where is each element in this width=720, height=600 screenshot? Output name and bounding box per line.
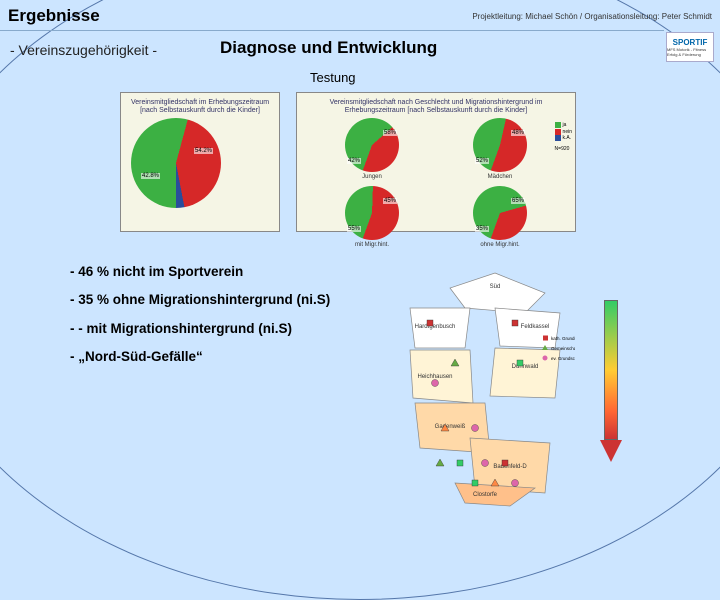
pct-yes: 54.2% [194, 148, 213, 154]
svg-text:Feldkassel: Feldkassel [521, 324, 550, 330]
svg-text:Dünnwald: Dünnwald [512, 364, 539, 370]
svg-text:Gadenweiß: Gadenweiß [435, 424, 466, 430]
logo: SPORTIF MFS Motorik - Fitness Erfolg & F… [666, 32, 714, 62]
chart-membership: Vereinsmitgliedschaft im Erhebungszeitra… [120, 92, 280, 232]
svg-text:Badenfeld-D: Badenfeld-D [493, 464, 527, 470]
pie-cell: 45%55%mit Migr.hint. [311, 186, 433, 248]
section-label: Testung [310, 70, 356, 85]
pie-cell: 65%35%ohne Migr.hint. [439, 186, 561, 248]
bullet-1: - 35 % ohne Migrationshintergrund (ni.S) [70, 286, 330, 314]
pie-cell: 48%52%Mädchen [439, 118, 561, 180]
chart-by-group: Vereinsmitgliedschaft nach Geschlecht un… [296, 92, 576, 232]
subtitle-left: - Vereinszugehörigkeit - [10, 42, 157, 58]
credits: Projektleitung: Michael Schön / Organisa… [472, 12, 712, 21]
svg-text:Heichhausen: Heichhausen [417, 374, 452, 380]
bullet-3: - „Nord-Süd-Gefälle“ [70, 343, 330, 371]
page-title: Ergebnisse [8, 6, 100, 26]
chart1-legend: ja nein k.A. N=920 [555, 122, 572, 152]
pct-no: 42.8% [141, 173, 160, 179]
bullet-2: - - mit Migrationshintergrund (ni.S) [70, 315, 330, 343]
logo-text: SPORTIF [673, 38, 708, 47]
chart2-title: Vereinsmitgliedschaft nach Geschlecht un… [303, 99, 569, 114]
chart2-grid: 58%42%Jungen48%52%Mädchen45%55%mit Migr.… [303, 118, 569, 248]
charts-row: Vereinsmitgliedschaft im Erhebungszeitra… [120, 92, 576, 232]
bullets: - 46 % nicht im Sportverein - 35 % ohne … [70, 258, 330, 371]
svg-text:kath. Grundschule: kath. Grundschule [551, 336, 575, 341]
gradient-arrow [600, 300, 622, 470]
svg-text:Hardtgenbusch: Hardtgenbusch [415, 324, 456, 330]
chart1-title: Vereinsmitgliedschaft im Erhebungszeitra… [127, 99, 273, 114]
svg-text:Süd: Süd [490, 284, 501, 290]
chart1-pie: 42.8% 54.2% [131, 118, 221, 208]
logo-sub: MFS Motorik - Fitness Erfolg & Förderung [667, 47, 713, 57]
subtitle-center: Diagnose und Entwicklung [220, 38, 437, 58]
svg-text:Gemeinschafts-GS: Gemeinschafts-GS [551, 346, 575, 351]
svg-text:ev. Grundschule: ev. Grundschule [551, 356, 575, 361]
pie-cell: 58%42%Jungen [311, 118, 433, 180]
svg-text:Clostorfe: Clostorfe [473, 492, 498, 498]
bullet-0: - 46 % nicht im Sportverein [70, 258, 330, 286]
header: Ergebnisse Projektleitung: Michael Schön… [8, 6, 712, 26]
map: Süd Hardtgenbusch Feldkassel Heichhausen Dün… [395, 268, 575, 508]
divider [0, 30, 664, 31]
